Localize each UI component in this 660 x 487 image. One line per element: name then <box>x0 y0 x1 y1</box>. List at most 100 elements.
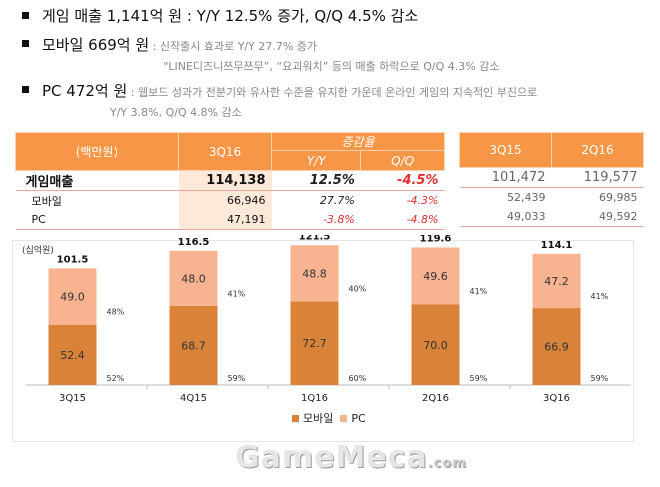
stacked-bar-chart: (십억원) 52.4 52% 49.0 48% 101.5 3Q15 68.7 59% 48.0 4… <box>22 235 631 404</box>
table-row: 101,472 119,577 <box>459 167 644 188</box>
bar-value-label: 49.0 <box>60 291 85 304</box>
summary-title: PC 472억 원 <box>42 82 128 100</box>
summary-desc-line2: Y/Y 3.8%, Q/Q 4.8% 감소 <box>110 106 242 119</box>
growth-header: 증감율 <box>271 132 445 151</box>
chart-frame <box>12 240 634 442</box>
total-label: 101.5 <box>57 254 89 265</box>
share-label: 52% <box>107 374 125 383</box>
unit-header: (백만원) <box>15 132 179 171</box>
bar-value-label: 72.7 <box>302 337 327 350</box>
qq-value: -4.8% <box>360 210 445 230</box>
bar-value-label: 52.4 <box>60 349 85 362</box>
separator: : <box>127 86 138 99</box>
summary-mobile: 모바일 669억 원 : 신작출시 효과로 Y/Y 27.7% 증가 <box>42 34 317 55</box>
bar-value-label: 68.7 <box>181 339 206 352</box>
bar-pc <box>48 268 97 325</box>
table-row: 49,033 49,592 <box>459 207 644 227</box>
bar-value-label: 70.0 <box>423 339 448 352</box>
legend-swatch-pc <box>340 415 348 422</box>
summary-desc: Y/Y 12.5% 증가, Q/Q 4.5% 감소 <box>196 7 419 25</box>
summary-title: 모바일 669억 원 <box>42 36 150 54</box>
prev-value: 52,439 <box>507 191 546 204</box>
bullet-icon <box>22 40 29 47</box>
share-label: 41% <box>470 287 488 296</box>
yy-header: Y/Y <box>270 150 362 171</box>
x-tick-label: 4Q15 <box>180 393 207 404</box>
legend-swatch-mobile <box>292 415 299 422</box>
bar-mobile <box>290 301 339 385</box>
total-label: 116.5 <box>178 237 210 248</box>
prev-header: 2Q16 <box>551 132 644 168</box>
x-tick-label: 3Q16 <box>543 393 570 404</box>
bar-mobile <box>169 305 218 385</box>
current-value: 114,138 <box>178 170 272 191</box>
current-header: 3Q16 <box>178 132 272 171</box>
qq-header: Q/Q <box>360 150 445 171</box>
bar-value-label: 48.8 <box>302 267 327 280</box>
yy-value: 12.5% <box>271 170 361 191</box>
chart-legend: 모바일 PC <box>292 410 366 426</box>
x-tick-label: 2Q16 <box>422 393 449 404</box>
share-label: 60% <box>349 374 367 383</box>
bar-pc <box>290 245 339 302</box>
separator: : <box>149 40 160 53</box>
bar-value-label: 47.2 <box>544 275 569 288</box>
bar-value-label: 48.0 <box>181 272 206 285</box>
unit-label: (십억원) <box>22 244 54 256</box>
prev-value: 49,033 <box>459 207 552 227</box>
total-label: 119.6 <box>420 235 452 244</box>
share-label: 59% <box>591 374 609 383</box>
share-label: 41% <box>591 292 609 301</box>
watermark-logo: GameMeca.com <box>235 440 467 475</box>
share-label: 48% <box>107 308 125 317</box>
current-value: 66,946 <box>178 190 272 210</box>
summary-game-revenue: 게임 매출 1,141억 원 : Y/Y 12.5% 증가, Q/Q 4.5% … <box>42 5 418 26</box>
yy-value: 27.7% <box>319 194 355 207</box>
total-label: 121.5 <box>299 235 331 242</box>
prev-value: 49,592 <box>551 207 644 227</box>
legend-label: 모바일 <box>303 412 334 425</box>
prev-value: 69,985 <box>599 191 638 204</box>
x-tick-label: 1Q16 <box>301 393 328 404</box>
bar-pc <box>411 247 460 305</box>
qq-value: -4.5% <box>360 170 445 191</box>
summary-desc: 웹보드 성과가 전분기와 유사한 수준을 유지한 가운데 온라인 게임의 지속적… <box>138 86 538 99</box>
separator: : <box>182 7 197 25</box>
row-label: 게임매출 <box>15 170 179 191</box>
comparison-table: 3Q15 2Q16 101,472 119,577 52,439 69,985 … <box>459 132 644 227</box>
bar-pc <box>169 250 218 306</box>
summary-title: 게임 매출 1,141억 원 <box>42 7 183 25</box>
revenue-table: (백만원) 3Q16 증감율 Y/Y Q/Q 게임매출 114,138 12.5… <box>15 132 445 230</box>
watermark-text: GameMeca <box>235 440 428 475</box>
table-row: 게임매출 114,138 12.5% -4.5% <box>15 170 445 191</box>
bar-pc <box>532 253 581 309</box>
bar-mobile <box>48 324 97 385</box>
qq-value: -4.3% <box>406 194 439 207</box>
total-label: 114.1 <box>541 240 573 251</box>
row-label: 모바일 <box>31 194 62 208</box>
share-label: 41% <box>228 289 246 298</box>
bar-value-label: 66.9 <box>544 341 569 354</box>
legend-label: PC <box>351 412 366 425</box>
share-label: 59% <box>470 374 488 383</box>
prev-value: 101,472 <box>459 167 552 188</box>
row-label: PC <box>15 210 179 230</box>
bar-mobile <box>532 308 581 385</box>
bar-value-label: 49.6 <box>423 270 448 283</box>
summary-desc: 신작출시 효과로 Y/Y 27.7% 증가 <box>159 40 318 53</box>
prev-header: 3Q15 <box>459 132 552 168</box>
summary-pc: PC 472억 원 : 웹보드 성과가 전분기와 유사한 수준을 유지한 가운데… <box>42 80 537 101</box>
summary-desc-line2: “LINE디즈니쯔무쯔무”, “요괴워치” 등의 매출 하락으로 Q/Q 4.3… <box>163 60 500 73</box>
share-label: 59% <box>228 374 246 383</box>
yy-value: -3.8% <box>271 210 361 230</box>
x-tick-label: 3Q15 <box>59 393 86 404</box>
bullet-icon <box>22 86 29 93</box>
table-row: PC 47,191 -3.8% -4.8% <box>15 210 445 230</box>
prev-value: 119,577 <box>551 167 644 188</box>
watermark-suffix: .com <box>427 456 467 471</box>
share-label: 40% <box>349 284 367 293</box>
bar-mobile <box>411 304 460 385</box>
current-value: 47,191 <box>178 210 272 230</box>
table-row: 모바일 66,946 27.7% -4.3% <box>16 190 445 210</box>
bullet-icon <box>22 12 29 19</box>
